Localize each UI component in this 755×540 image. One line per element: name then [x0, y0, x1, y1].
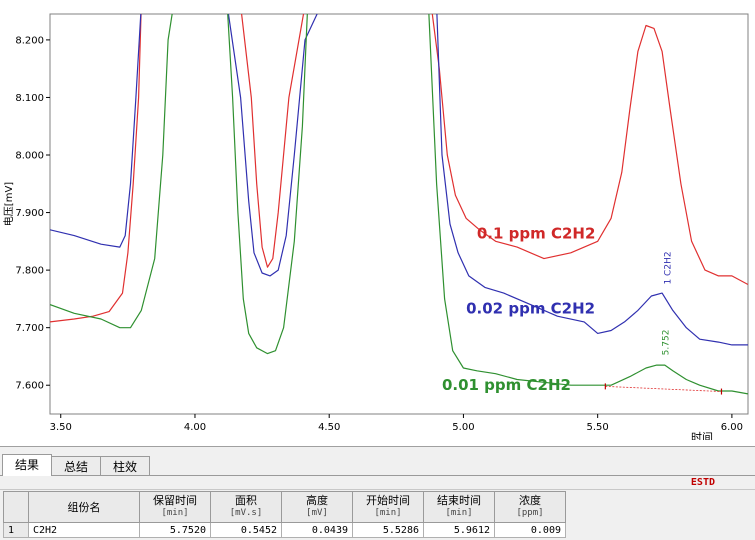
header-unit: [min]: [161, 508, 189, 518]
column-header-height[interactable]: 高度 [mV]: [281, 491, 353, 523]
cell-retention-time: 5.7520: [139, 522, 211, 538]
estd-divider: [0, 489, 755, 490]
header-unit: [min]: [445, 508, 473, 518]
x-tick-label: 4.00: [184, 422, 206, 433]
cell-start-time: 5.5286: [352, 522, 424, 538]
column-header-end-time[interactable]: 结束时间 [min]: [423, 491, 495, 523]
column-header-retention-time[interactable]: 保留时间 [min]: [139, 491, 211, 523]
y-tick-label: 7.700: [15, 323, 44, 334]
y-tick-label: 7.900: [15, 208, 44, 219]
row-number-header: [3, 491, 29, 523]
results-tabs: 结果 总结 柱效: [2, 454, 151, 476]
y-tick-label: 8.200: [15, 35, 44, 46]
header-label: 保留时间: [153, 494, 197, 507]
results-panel: 结果 总结 柱效 ESTD 组份名 保留时间 [min] 面积 [mV.s] 高度[…: [0, 446, 755, 540]
x-tick-label: 5.00: [452, 422, 474, 433]
header-label: 浓度: [519, 494, 541, 507]
chromatogram-chart: 7.600 7.700 7.800 7.900 8.000 8.100 8.200 3.50…: [2, 13, 749, 440]
x-axis-label: 时间: [691, 431, 713, 440]
peak-retention-label: 5.752: [661, 330, 671, 356]
tab-column-efficiency[interactable]: 柱效: [100, 456, 151, 476]
cell-component: C2H2: [28, 522, 140, 538]
table-row[interactable]: 1 C2H2 5.7520 0.5452 0.0439 5.5286 5.961…: [3, 522, 566, 538]
estd-method-label: ESTD: [690, 477, 715, 488]
column-header-concentration[interactable]: 浓度 [ppm]: [494, 491, 566, 523]
series-label-2: 0.01 ppm C2H2: [442, 376, 571, 394]
series-line-2: [50, 14, 748, 395]
series-label-1: 0.02 ppm C2H2: [466, 299, 595, 317]
peak-baseline: [605, 385, 722, 392]
header-label: 组份名: [67, 500, 101, 514]
tab-summary[interactable]: 总结: [51, 456, 102, 476]
header-label: 开始时间: [366, 494, 410, 507]
header-label: 高度: [306, 494, 328, 507]
tab-divider: [0, 475, 755, 476]
results-table: 组份名 保留时间 [min] 面积 [mV.s] 高度 [mV] 开始时间 [min] …: [3, 491, 566, 538]
column-header-start-time[interactable]: 开始时间 [min]: [352, 491, 424, 523]
x-tick-label: 3.50: [50, 422, 72, 433]
series-label-0: 0.1 ppm C2H2: [477, 224, 596, 242]
cell-height: 0.0439: [281, 522, 353, 538]
x-tick-label: 4.50: [318, 422, 340, 433]
header-label: 面积: [235, 494, 257, 507]
plot-area: [49, 13, 749, 415]
x-tick-label: 6.00: [721, 422, 743, 433]
series-line-1: [50, 14, 748, 346]
y-tick-label: 7.800: [15, 266, 44, 277]
row-number: 1: [3, 522, 29, 538]
y-tick-label: 8.000: [15, 151, 44, 162]
column-header-area[interactable]: 面积 [mV.s]: [210, 491, 282, 523]
header-label: 结束时间: [437, 494, 481, 507]
header-unit: [mV.s]: [229, 508, 263, 518]
header-unit: [min]: [374, 508, 402, 518]
tab-results[interactable]: 结果: [2, 454, 53, 476]
cell-area: 0.5452: [210, 522, 282, 538]
header-unit: [ppm]: [516, 508, 544, 518]
y-axis-label: 电压[mV]: [2, 182, 15, 226]
y-tick-label: 7.600: [15, 381, 44, 392]
cell-end-time: 5.9612: [423, 522, 495, 538]
column-header-component[interactable]: 组份名: [28, 491, 140, 523]
x-tick-label: 5.50: [587, 422, 609, 433]
y-tick-label: 8.100: [15, 93, 44, 104]
cell-concentration: 0.009: [494, 522, 566, 538]
table-header-row: 组份名 保留时间 [min] 面积 [mV.s] 高度 [mV] 开始时间 [min] …: [3, 491, 566, 523]
peak-name-label: 1 C2H2: [663, 251, 673, 284]
header-unit: [mV]: [306, 508, 328, 518]
series-line-0: [50, 14, 748, 323]
